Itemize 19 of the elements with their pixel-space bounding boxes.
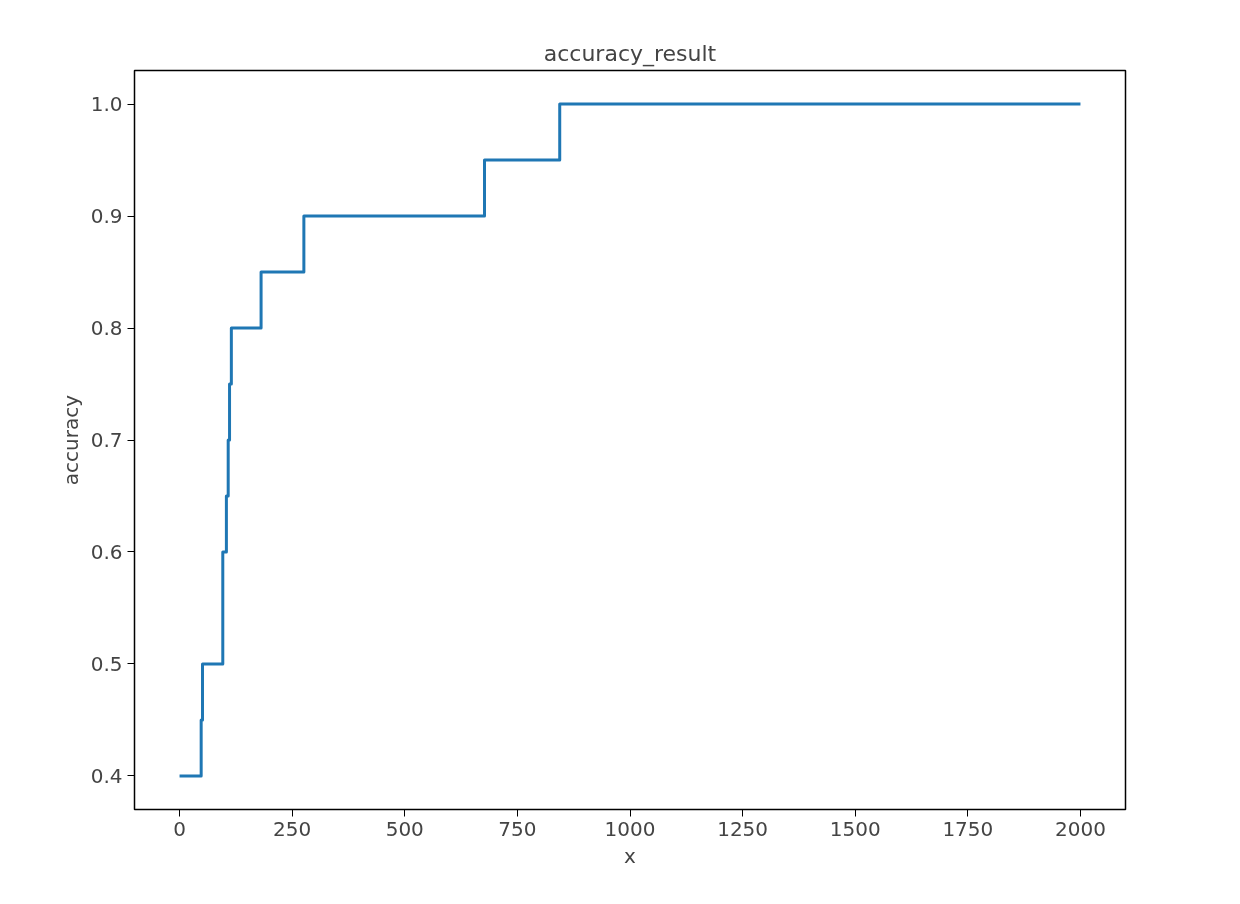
y-tick-label: 0.5 bbox=[90, 651, 123, 676]
y-tick-label: 1.0 bbox=[90, 92, 123, 117]
y-tick-label: 0.6 bbox=[90, 539, 123, 564]
x-tick-label: 1750 bbox=[942, 816, 994, 841]
y-tick-label: 0.7 bbox=[90, 428, 123, 452]
y-axis-title: accuracy bbox=[58, 394, 83, 486]
x-tick-label: 1250 bbox=[717, 816, 769, 841]
x-tick-label: 1000 bbox=[604, 816, 656, 841]
x-tick-label: 0 bbox=[173, 816, 186, 841]
x-tick-label: 750 bbox=[498, 816, 537, 841]
x-tick-label: 250 bbox=[273, 816, 312, 841]
x-tick-label: 2000 bbox=[1055, 816, 1106, 841]
x-tick-label: 1500 bbox=[829, 816, 881, 841]
x-axis-title: x bbox=[624, 843, 637, 868]
x-tick-label: 500 bbox=[385, 816, 424, 841]
chart-title: accuracy_result bbox=[543, 40, 717, 67]
y-tick-label: 0.8 bbox=[90, 316, 123, 341]
y-tick-label: 0.9 bbox=[90, 204, 123, 229]
y-tick-label: 0.4 bbox=[90, 763, 123, 788]
